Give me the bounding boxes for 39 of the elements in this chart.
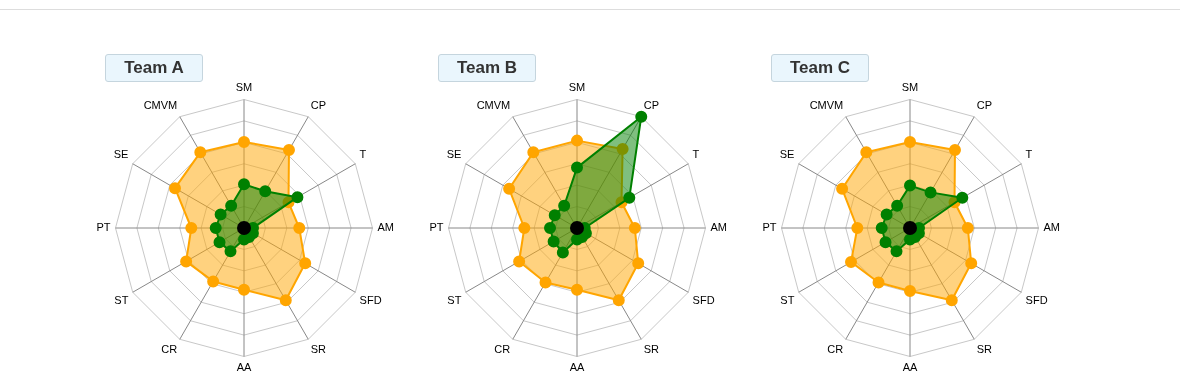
spoke-label: CR — [827, 343, 844, 356]
spoke-label: AA — [902, 361, 918, 374]
spoke-label: CP — [976, 98, 993, 111]
spoke-label: SM — [568, 80, 586, 93]
spoke-label: SFD — [692, 294, 715, 307]
spoke-label: CR — [161, 343, 178, 356]
spoke-label: AA — [236, 361, 252, 374]
spoke-label: PT — [429, 221, 444, 234]
spoke-label: SR — [643, 343, 660, 356]
spoke-label: T — [692, 147, 700, 160]
chart-title: Team B — [438, 54, 536, 82]
spoke-label: AM — [377, 221, 394, 234]
spoke-label: PT — [96, 221, 111, 234]
spoke-label: ST — [447, 294, 462, 307]
spoke-label: CMVM — [809, 98, 844, 111]
spoke-label: SR — [310, 343, 327, 356]
spoke-label: CP — [310, 98, 327, 111]
spoke-label: SM — [901, 80, 919, 93]
spoke-label: SR — [976, 343, 993, 356]
chart-title: Team A — [105, 54, 203, 82]
spoke-label: CP — [643, 98, 660, 111]
spoke-label: T — [1025, 147, 1033, 160]
spoke-label: SFD — [1025, 294, 1048, 307]
spoke-label: ST — [780, 294, 795, 307]
chart-title: Team C — [771, 54, 869, 82]
spoke-label: T — [359, 147, 367, 160]
spoke-label: CR — [494, 343, 511, 356]
spoke-label: SE — [779, 147, 795, 160]
spoke-label: SM — [235, 80, 253, 93]
spoke-label: SE — [446, 147, 462, 160]
spoke-label: CMVM — [143, 98, 178, 111]
spoke-label: CMVM — [476, 98, 511, 111]
spoke-label: SFD — [359, 294, 382, 307]
spoke-label: AA — [569, 361, 585, 374]
spoke-label: SE — [113, 147, 129, 160]
spoke-label: PT — [762, 221, 777, 234]
spoke-label: AM — [1043, 221, 1060, 234]
spoke-label: ST — [114, 294, 129, 307]
spoke-label: AM — [710, 221, 727, 234]
